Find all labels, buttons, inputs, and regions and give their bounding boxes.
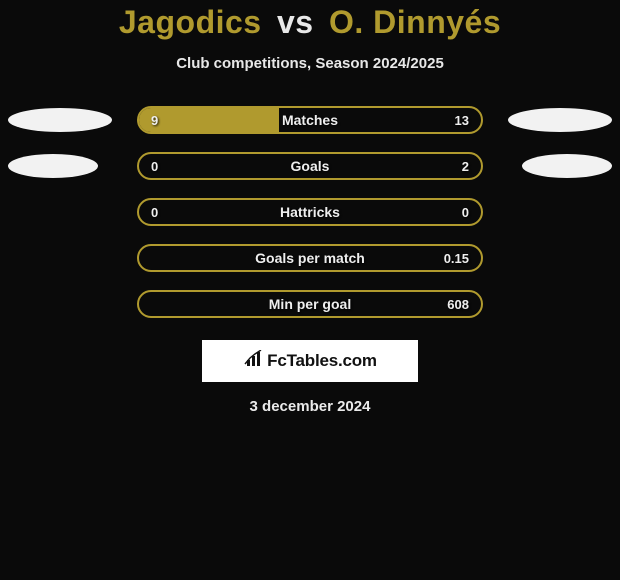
stat-label: Matches <box>139 108 481 132</box>
stat-row: 913Matches <box>0 106 620 134</box>
source-logo-text: FcTables.com <box>267 351 377 371</box>
left-ellipse <box>8 108 112 132</box>
stat-bar: 0.15Goals per match <box>137 244 483 272</box>
stat-bar: 608Min per goal <box>137 290 483 318</box>
stat-bar: 00Hattricks <box>137 198 483 226</box>
comparison-card: Jagodics vs O. Dinnyés Club competitions… <box>0 0 620 415</box>
stat-label: Goals <box>139 154 481 178</box>
page-title: Jagodics vs O. Dinnyés <box>0 4 620 41</box>
player1-name: Jagodics <box>119 4 262 40</box>
stat-row: 02Goals <box>0 152 620 180</box>
stat-row: 0.15Goals per match <box>0 244 620 272</box>
stats-list: 913Matches 02Goals 00Hattricks 0.15Goals pe… <box>0 106 620 318</box>
left-ellipse <box>8 154 98 178</box>
player2-name: O. Dinnyés <box>329 4 501 40</box>
subtitle: Club competitions, Season 2024/2025 <box>0 55 620 72</box>
stat-label: Min per goal <box>139 292 481 316</box>
stat-bar: 02Goals <box>137 152 483 180</box>
stat-label: Goals per match <box>139 246 481 270</box>
vs-separator: vs <box>277 4 314 40</box>
right-ellipse <box>508 108 612 132</box>
stat-row: 608Min per goal <box>0 290 620 318</box>
stat-label: Hattricks <box>139 200 481 224</box>
right-ellipse <box>522 154 612 178</box>
chart-icon <box>243 350 263 373</box>
date-label: 3 december 2024 <box>0 398 620 415</box>
source-logo: FcTables.com <box>202 340 418 382</box>
stat-bar: 913Matches <box>137 106 483 134</box>
stat-row: 00Hattricks <box>0 198 620 226</box>
